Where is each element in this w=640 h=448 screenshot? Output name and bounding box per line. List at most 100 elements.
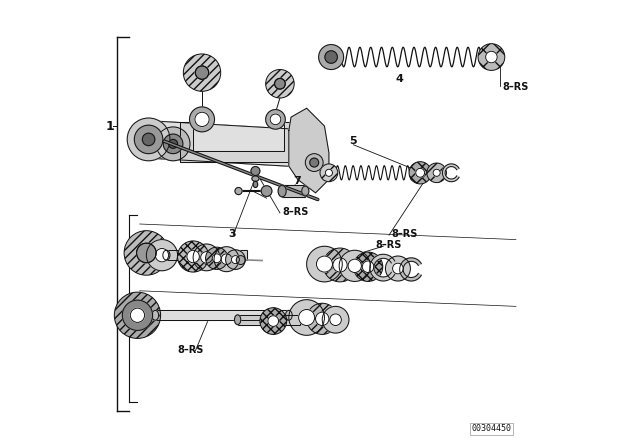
Text: 8–RS: 8–RS [282,207,308,217]
Circle shape [260,308,287,334]
Circle shape [251,167,260,176]
Circle shape [392,263,403,274]
Circle shape [385,256,410,281]
Ellipse shape [189,107,214,132]
Text: 8–RS: 8–RS [502,82,529,92]
Ellipse shape [252,176,259,181]
Circle shape [221,254,232,264]
Ellipse shape [270,114,281,125]
Circle shape [235,188,242,194]
Text: 8–RS: 8–RS [177,345,204,355]
Text: 7: 7 [293,176,301,186]
Circle shape [322,306,349,333]
Ellipse shape [195,112,209,126]
Bar [282,185,305,197]
Circle shape [268,316,278,327]
Circle shape [478,44,505,70]
Circle shape [325,51,337,63]
Circle shape [232,256,239,263]
Circle shape [427,163,447,183]
Circle shape [131,308,145,323]
Circle shape [147,240,177,271]
Circle shape [168,139,177,148]
Circle shape [187,250,199,263]
Polygon shape [442,164,459,182]
Bar [282,185,305,197]
Circle shape [320,164,338,182]
Circle shape [142,133,155,146]
Text: 00304450: 00304450 [472,424,511,433]
Circle shape [127,118,170,161]
Circle shape [193,244,220,271]
Circle shape [348,259,362,272]
Circle shape [195,66,209,79]
Circle shape [156,127,190,161]
Ellipse shape [278,185,286,197]
Circle shape [212,254,221,263]
Circle shape [163,134,183,154]
Circle shape [307,303,338,334]
Circle shape [236,256,245,264]
Circle shape [115,292,161,338]
Text: 2: 2 [189,69,196,79]
Polygon shape [148,121,302,167]
Circle shape [310,158,319,167]
Circle shape [214,247,239,271]
Ellipse shape [163,250,170,260]
Circle shape [333,258,347,272]
Bar [237,315,300,325]
Circle shape [266,69,294,98]
Circle shape [330,314,341,326]
Circle shape [316,256,332,272]
Circle shape [127,305,148,326]
Text: 8–RS: 8–RS [391,229,418,239]
Circle shape [127,305,148,326]
Text: 6: 6 [262,190,270,199]
Circle shape [275,78,285,89]
Circle shape [353,252,383,281]
Text: 8–RS: 8–RS [376,241,402,250]
Bar [156,310,289,320]
Bar [156,310,289,320]
Circle shape [177,241,209,272]
Ellipse shape [285,310,292,320]
Ellipse shape [301,186,309,196]
Circle shape [195,66,209,79]
Bar [237,315,300,325]
Ellipse shape [253,181,258,188]
Circle shape [307,246,342,282]
Circle shape [486,51,497,63]
Circle shape [134,125,163,154]
Polygon shape [370,254,395,281]
Circle shape [226,250,245,269]
Circle shape [156,249,168,262]
Bar [166,250,246,260]
Polygon shape [180,121,302,162]
Circle shape [183,54,221,91]
Text: 5: 5 [349,136,356,146]
Circle shape [416,168,424,177]
Ellipse shape [234,315,241,325]
Text: 1: 1 [106,120,114,133]
Circle shape [136,243,156,263]
Circle shape [205,247,228,269]
Circle shape [201,252,212,263]
Circle shape [275,78,285,89]
Text: 4: 4 [396,73,404,83]
Ellipse shape [266,110,285,129]
Bar [166,250,246,260]
Ellipse shape [152,310,159,320]
Circle shape [409,162,431,184]
Circle shape [299,310,315,326]
Circle shape [323,248,357,282]
Circle shape [319,44,344,69]
Polygon shape [400,258,421,281]
Circle shape [362,261,374,272]
Circle shape [136,243,156,263]
Circle shape [261,186,272,196]
Circle shape [339,250,371,281]
Circle shape [305,154,323,172]
Text: 3: 3 [228,229,236,239]
Circle shape [124,231,168,275]
Circle shape [433,169,440,177]
